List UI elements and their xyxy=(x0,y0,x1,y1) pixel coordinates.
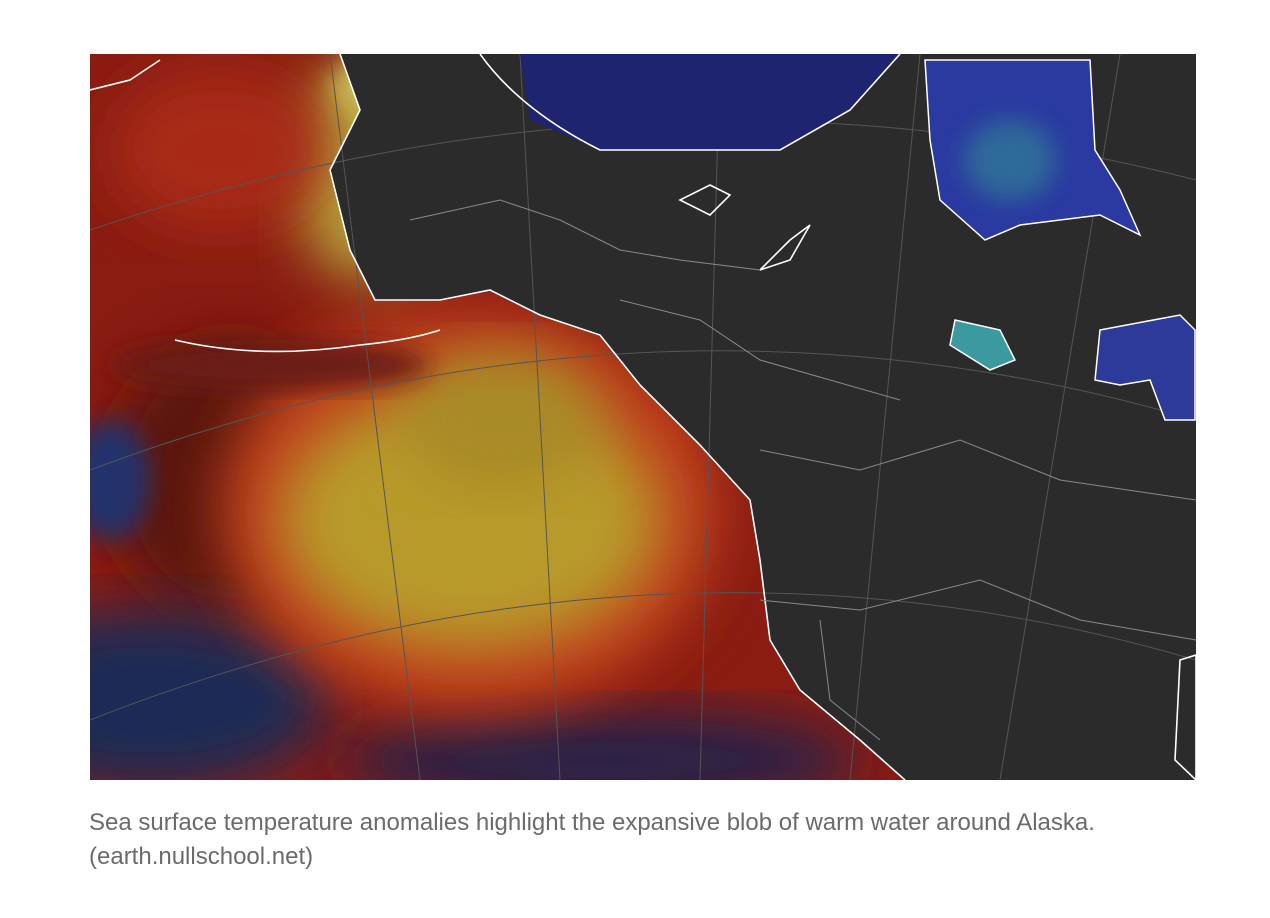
sea-temperature-map xyxy=(90,54,1196,780)
caption: Sea surface temperature anomalies highli… xyxy=(89,809,1095,870)
hudson-bay xyxy=(924,59,1142,241)
borders xyxy=(409,199,1196,741)
arctic-sea xyxy=(520,54,900,150)
lake xyxy=(949,319,1017,371)
great-lakes xyxy=(1094,314,1196,421)
coastline xyxy=(90,54,1196,780)
